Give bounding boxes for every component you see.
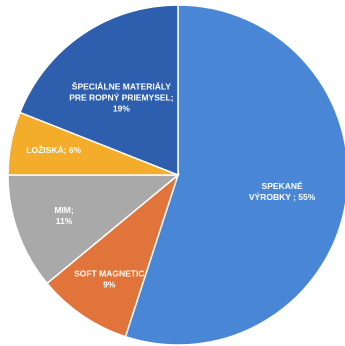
pie-slice-specialne-materialy-pre-ropny-priemysel [18,4,179,177]
pie-label-line: SOFT MAGNETIC [74,269,144,279]
pie-label-line: PRE ROPNÝ PRIEMYSEL; [69,92,174,103]
pie-label-mim: MIM; 11% [54,205,74,226]
pie-label-line: LOŽISKÁ; 6% [26,144,81,155]
pie-label-spekane-vyrobky: SPEKANÉ VÝROBKY ; 55% [249,181,316,202]
pie-label-line: SPEKANÉ [262,181,303,191]
pie-label-line: 9% [103,280,116,290]
pie-slice-soft-magnetic [45,172,180,338]
pie-label-loziska: LOŽISKÁ; 6% [26,144,81,155]
pie-label-line: MIM; [54,205,74,215]
pie-label-specialne-materialy-pre-ropny-priemysel: ŠPECIÁLNE MATERIÁLY PRE ROPNÝ PRIEMYSEL; 1… [69,81,174,114]
pie-slice-spekane-vyrobky [124,4,345,346]
pie-label-soft-magnetic: SOFT MAGNETIC 9% [74,269,144,290]
slices-layer [7,4,345,346]
pie-slice-mim [7,174,181,285]
pie-label-line: 11% [56,216,73,226]
labels-layer: SPEKANÉ VÝROBKY ; 55%SOFT MAGNETIC 9%MIM; 1… [26,81,315,290]
pie-label-line: ŠPECIÁLNE MATERIÁLY [72,81,172,92]
pie-label-line: 19% [113,104,130,114]
pie-label-line: VÝROBKY ; 55% [249,191,316,202]
